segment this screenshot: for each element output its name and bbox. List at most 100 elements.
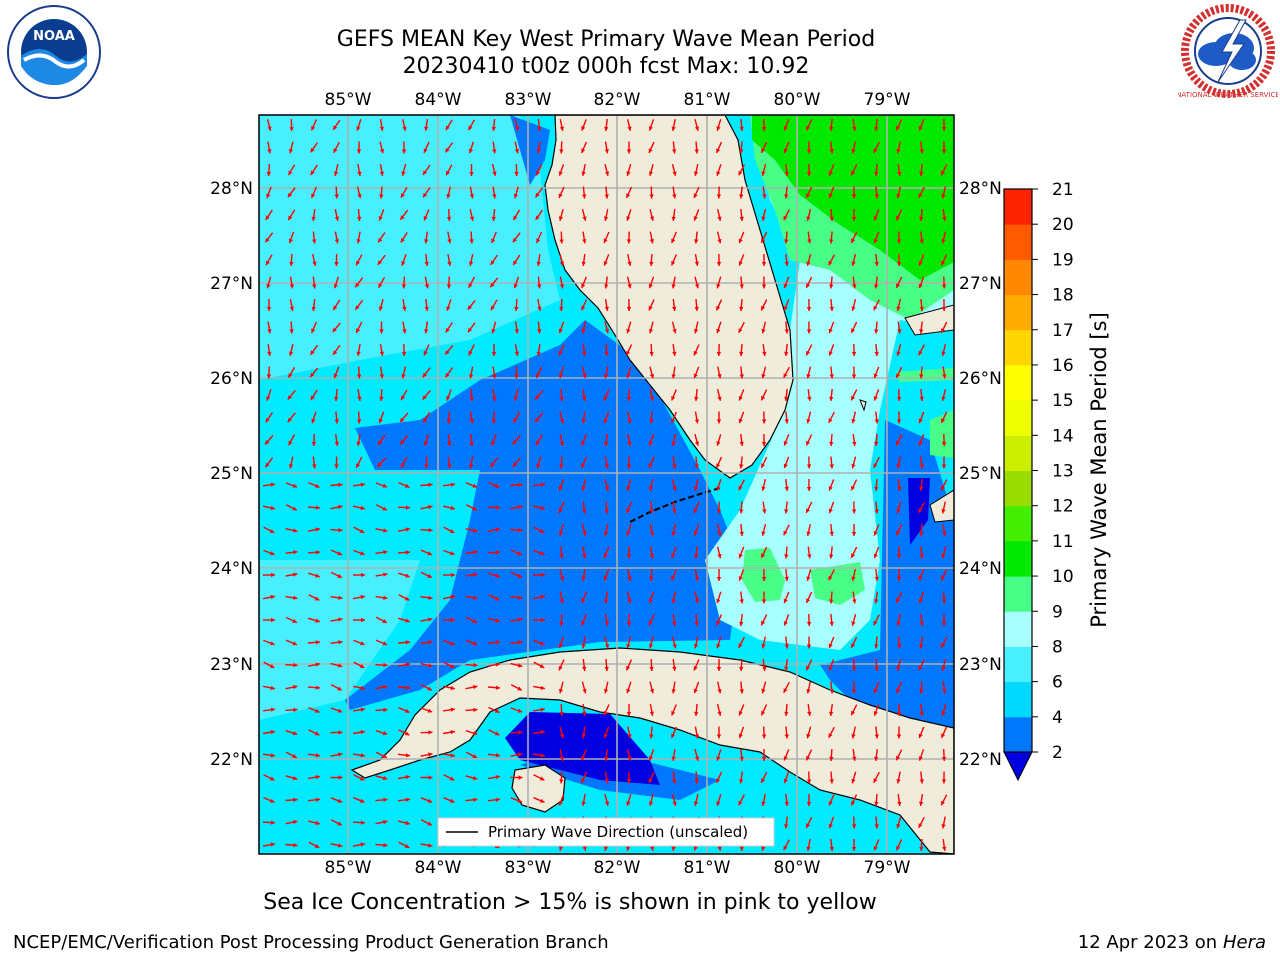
direction-arrowhead: [383, 684, 388, 690]
direction-arrowhead: [490, 462, 495, 468]
direction-arrowhead: [874, 261, 879, 266]
svg-text:23°N: 23°N: [210, 655, 253, 675]
direction-arrowhead: [716, 620, 721, 626]
direction-arrowhead: [537, 126, 542, 131]
direction-arrowhead: [582, 711, 587, 716]
direction-arrowhead: [828, 486, 833, 491]
direction-arrowhead: [829, 284, 834, 289]
direction-arrowhead: [382, 754, 387, 758]
direction-arrowhead: [851, 170, 856, 176]
direction-arrowhead: [807, 711, 812, 716]
direction-arrowhead: [581, 778, 586, 783]
direction-arrowhead: [581, 463, 586, 468]
direction-arrowhead: [359, 529, 365, 533]
direction-arrowhead: [495, 573, 500, 578]
direction-arrowhead: [649, 396, 655, 401]
direction-arrowhead: [450, 482, 455, 487]
direction-arrowhead: [919, 621, 924, 626]
direction-arrowhead: [851, 734, 856, 739]
colorbar-tick-label: 18: [1052, 286, 1074, 306]
direction-arrowhead: [648, 441, 653, 446]
direction-arrowhead: [360, 551, 365, 556]
direction-arrowhead: [383, 595, 388, 600]
direction-arrowhead: [492, 396, 497, 401]
svg-text:24°N: 24°N: [210, 559, 253, 579]
direction-arrowhead: [873, 688, 878, 693]
direction-arrowhead: [491, 238, 496, 243]
direction-arrowhead: [535, 192, 540, 198]
direction-arrowhead: [918, 598, 923, 604]
direction-arrowhead: [428, 752, 433, 757]
direction-arrowhead: [535, 440, 540, 446]
colorbar-cell: [1004, 364, 1032, 401]
direction-arrowhead: [672, 666, 677, 671]
direction-arrowhead: [627, 734, 632, 739]
direction-arrowhead: [513, 418, 518, 423]
direction-arrowhead: [896, 125, 901, 131]
direction-arrowhead: [783, 778, 788, 784]
direction-arrowhead: [648, 778, 653, 783]
direction-arrowhead: [518, 640, 523, 645]
direction-arrowhead: [851, 485, 856, 491]
direction-arrowhead: [694, 149, 699, 154]
direction-arrowhead: [400, 417, 405, 423]
direction-arrowhead: [941, 756, 947, 761]
direction-arrowhead: [491, 352, 497, 356]
direction-arrowhead: [829, 306, 834, 311]
direction-arrowhead: [716, 194, 722, 199]
direction-arrowhead: [604, 509, 609, 514]
direction-arrowhead: [604, 464, 609, 469]
direction-arrowhead: [559, 621, 564, 626]
direction-arrowhead: [265, 215, 270, 220]
direction-arrowhead: [672, 171, 677, 176]
direction-arrowhead: [603, 418, 608, 424]
direction-arrowhead: [383, 707, 388, 713]
direction-arrowhead: [896, 666, 901, 671]
direction-arrowhead: [874, 756, 879, 761]
direction-arrowhead: [314, 596, 320, 601]
svg-text:82°W: 82°W: [594, 90, 641, 110]
direction-arrowhead: [829, 621, 834, 626]
direction-arrowhead: [312, 284, 317, 289]
direction-arrowhead: [293, 797, 298, 802]
direction-arrowhead: [377, 260, 382, 265]
direction-arrowhead: [694, 621, 699, 626]
direction-arrowhead: [716, 351, 722, 356]
direction-arrowhead: [874, 509, 879, 514]
direction-arrowhead: [334, 419, 339, 424]
direction-arrowhead: [495, 550, 500, 555]
direction-arrowhead: [626, 688, 631, 694]
direction-arrowhead: [424, 306, 429, 311]
direction-arrowhead: [311, 193, 316, 198]
direction-arrowhead: [559, 779, 564, 784]
direction-arrowhead: [428, 482, 433, 487]
direction-arrowhead: [851, 261, 856, 266]
direction-arrowhead: [423, 418, 428, 423]
direction-arrowhead: [293, 550, 298, 555]
direction-arrowhead: [360, 685, 365, 691]
direction-arrowhead: [851, 666, 857, 671]
colorbar-cell: [1004, 294, 1032, 331]
direction-arrowhead: [581, 734, 586, 739]
direction-arrowhead: [495, 527, 500, 532]
direction-arrowhead: [919, 464, 924, 469]
direction-arrowhead: [270, 753, 275, 758]
direction-arrowhead: [694, 126, 700, 131]
direction-arrowhead: [941, 307, 947, 311]
direction-arrowhead: [717, 553, 722, 559]
direction-arrowhead: [270, 594, 275, 600]
direction-arrowhead: [604, 779, 609, 784]
direction-arrowhead: [603, 261, 608, 266]
direction-arrowhead: [693, 801, 699, 806]
direction-arrowhead: [581, 756, 586, 761]
direction-arrowhead: [873, 620, 878, 626]
direction-arrowhead: [918, 350, 923, 356]
colorbar-tick-label: 20: [1052, 215, 1074, 235]
colorbar-cell: [1004, 470, 1032, 507]
direction-arrowhead: [266, 396, 271, 401]
direction-arrowhead: [315, 640, 320, 645]
direction-arrowhead: [604, 328, 610, 334]
direction-arrowhead: [266, 283, 271, 289]
direction-arrowhead: [469, 194, 474, 199]
direction-arrowhead: [828, 260, 833, 266]
